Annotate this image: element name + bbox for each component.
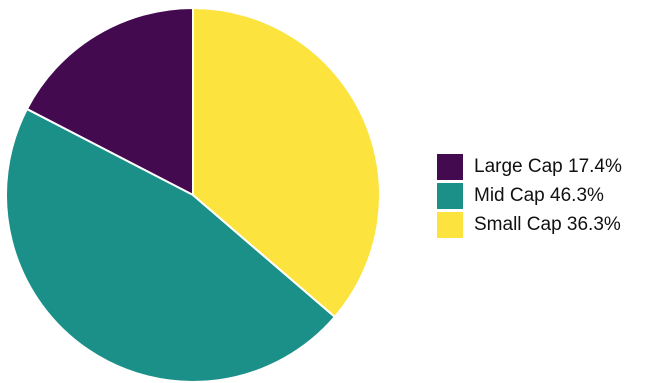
legend-label-small-cap: Small Cap 36.3% [474, 214, 621, 235]
legend-swatch-small-cap [437, 211, 463, 238]
legend-swatch-large-cap [437, 153, 463, 180]
legend-item-mid-cap: Mid Cap 46.3% [437, 182, 622, 209]
legend-item-large-cap: Large Cap 17.4% [437, 153, 622, 180]
legend-label-mid-cap: Mid Cap 46.3% [474, 185, 604, 206]
legend-swatch-mid-cap [437, 182, 463, 209]
legend: Large Cap 17.4% Mid Cap 46.3% Small Cap … [437, 153, 622, 238]
pie-slice-mid-cap [5, 108, 336, 383]
pie-slice-small-cap [192, 7, 381, 318]
legend-label-large-cap: Large Cap 17.4% [474, 156, 622, 177]
legend-item-small-cap: Small Cap 36.3% [437, 211, 622, 238]
pie-slice-large-cap [25, 7, 194, 196]
